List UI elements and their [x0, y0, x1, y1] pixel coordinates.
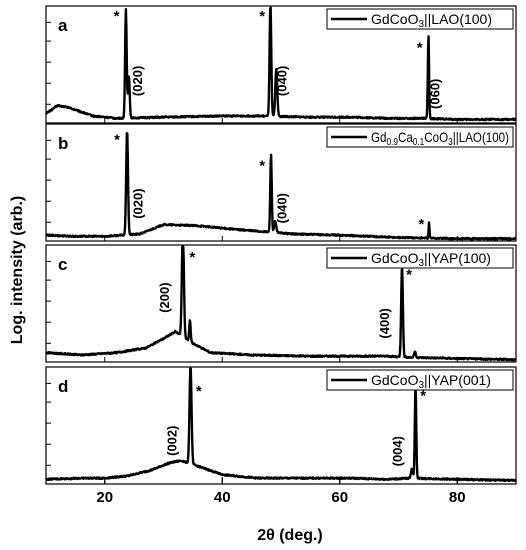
peak-star-marker: * [114, 132, 120, 149]
peak-star-marker: * [420, 388, 426, 405]
x-tick-label: 20 [96, 489, 113, 506]
legend-subscript: 0.1 [413, 137, 425, 148]
peak-star-marker: * [259, 157, 265, 174]
legend-text-d: GdCoO3||YAP(001) [371, 372, 491, 391]
peak-label: (040) [274, 66, 289, 96]
legend-box [326, 247, 514, 269]
panel-frame [45, 5, 517, 124]
spectrum-line-c [44, 245, 517, 362]
peak-label: (060) [428, 79, 443, 109]
peak-label: (002) [164, 426, 179, 456]
peak-star-marker: * [417, 39, 423, 56]
peak-label: (020) [130, 188, 145, 218]
legend-subscript: 3 [418, 258, 424, 269]
legend-text-a: GdCoO3||LAO(100) [371, 11, 492, 30]
legend-box [326, 369, 514, 391]
peak-label: (020) [130, 66, 145, 96]
peak-star-marker: * [114, 8, 120, 25]
panel-frame [45, 366, 517, 485]
legend-text-part: ||LAO(100) [424, 11, 492, 27]
y-axis-label: Log. intensity (arb.) [9, 196, 26, 344]
peak-label: (400) [377, 308, 392, 338]
x-tick-label: 80 [449, 489, 466, 506]
peak-star-marker: * [196, 383, 202, 400]
panel-label-c: c [58, 255, 67, 274]
legend-text-part: GdCoO [371, 11, 419, 27]
x-tick-label: 40 [214, 489, 231, 506]
panel-label-a: a [58, 16, 68, 35]
x-tick-label: 60 [331, 489, 348, 506]
peak-star-marker: * [418, 216, 424, 233]
legend-text-part: GdCoO [371, 372, 419, 388]
panel-frame [45, 244, 517, 363]
panel-label-d: d [58, 377, 68, 396]
panel-a: a * * * (020) (040) (060) GdCoO3||LAO(100) [44, 5, 517, 124]
panel-b: b * * * (020) (040) Gd0.9Ca0.1CoO3||LAO(100) [44, 123, 517, 242]
peak-label: (040) [274, 193, 289, 223]
legend-text-c: GdCoO3||YAP(100) [371, 250, 491, 269]
legend-text-part: GdCoO [371, 250, 419, 266]
legend-text-part: ||YAP(001) [424, 372, 491, 388]
peak-star-marker: * [259, 8, 265, 25]
panel-label-b: b [58, 134, 68, 153]
legend-text-part: ||LAO(100) [453, 129, 509, 145]
legend-text-part: ||YAP(100) [424, 250, 491, 266]
panels-group: a * **(020) (040) (060)GdCoO3||LAO(100)b ***(… [44, 5, 518, 485]
spectrum-line-d [45, 367, 518, 483]
legend-subscript: 0.9 [386, 137, 398, 148]
legend-text-part: Gd [371, 129, 386, 145]
panel-frame [45, 123, 517, 242]
legend-text-part: CoO [424, 129, 448, 145]
panel-d: d * * (002) (004) GdCoO3||YAP(001) [45, 366, 518, 485]
peak-label: (004) [390, 436, 405, 466]
x-axis-ticks: 20 40 60 80 [96, 477, 466, 506]
peak-label: (200) [157, 282, 172, 312]
peak-star-marker: * [406, 267, 412, 284]
legend-subscript: 3 [418, 380, 424, 391]
peak-star-marker: * [189, 249, 195, 266]
legend-subscript: 3 [418, 19, 424, 30]
legend-box [326, 126, 514, 148]
legend-text-part: Ca [398, 129, 413, 145]
spectrum-line-b [44, 132, 517, 241]
legend-box [326, 8, 514, 30]
x-axis-label: 2θ (deg.) [257, 527, 323, 544]
spectrum-line-a [44, 6, 517, 122]
legend-text-b: Gd0.9Ca0.1CoO3||LAO(100) [371, 129, 509, 148]
legend-subscript: 3 [448, 137, 453, 148]
panel-c: c * * (200) (400) GdCoO3||YAP(100) [44, 244, 517, 363]
